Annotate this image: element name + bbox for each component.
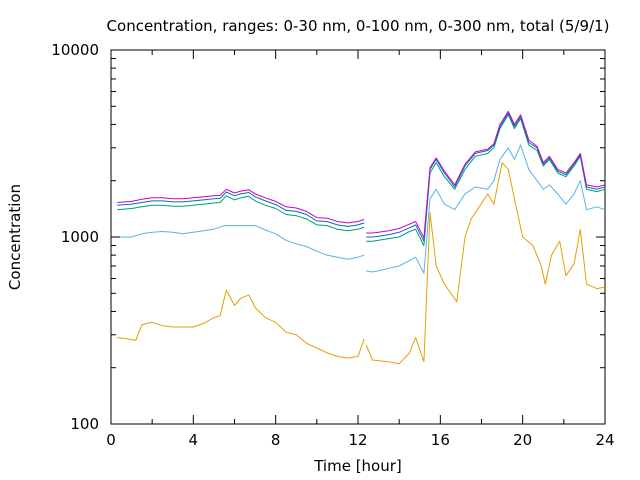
series-line-1 (117, 162, 606, 365)
x-axis-label: Time [hour] (313, 457, 402, 475)
series-line-2 (117, 144, 606, 274)
y-tick-label: 1000 (61, 228, 99, 246)
x-tick-label: 20 (513, 431, 532, 449)
y-axis-label: Concentration (6, 184, 24, 290)
series-line-5 (117, 110, 606, 239)
series-line-3 (117, 114, 606, 247)
chart-title: Concentration, ranges: 0-30 nm, 0-100 nm… (107, 17, 610, 35)
x-tick-label: 4 (189, 431, 199, 449)
plot-frame (110, 49, 606, 425)
x-tick-label: 12 (348, 431, 367, 449)
y-tick-label: 100 (70, 415, 99, 433)
ticks-layer (110, 49, 606, 425)
series-line-4 (117, 112, 606, 242)
tick-labels-layer: 0 4 8 12 16 20 24 100 1000 10000 (51, 41, 614, 449)
x-tick-label: 0 (106, 431, 116, 449)
x-tick-label: 8 (271, 431, 281, 449)
x-tick-label: 16 (431, 431, 450, 449)
y-tick-label: 10000 (51, 41, 99, 59)
x-tick-label: 24 (595, 431, 614, 449)
series-layer (117, 110, 606, 365)
